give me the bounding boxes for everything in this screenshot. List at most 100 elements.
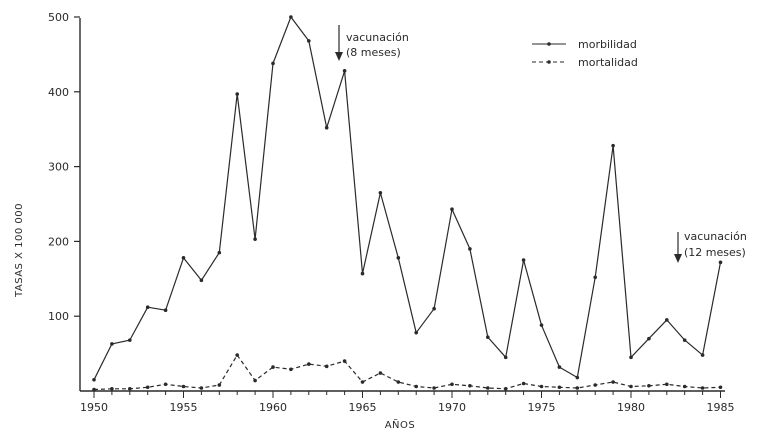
annotation-arrow-8-head — [335, 52, 343, 61]
point-morbilidad-1985 — [718, 260, 723, 265]
point-morbilidad-1956 — [199, 278, 204, 283]
point-mortalidad-1962 — [307, 362, 311, 366]
point-mortalidad-1957 — [217, 383, 222, 387]
point-mortalidad-1971 — [468, 383, 472, 388]
legend-marker-mortalidad — [547, 60, 551, 64]
point-morbilidad-1978 — [593, 275, 597, 280]
point-mortalidad-1958 — [235, 353, 239, 357]
series-line-morbilidad — [93, 16, 722, 381]
point-morbilidad-1967 — [396, 256, 401, 260]
point-morbilidad-1976 — [557, 365, 562, 369]
point-morbilidad-1954 — [163, 308, 168, 313]
point-morbilidad-1980 — [629, 355, 633, 360]
y-tick-label-200: 200 — [48, 235, 69, 248]
point-mortalidad-1978 — [593, 383, 597, 387]
point-mortalidad-1956 — [199, 386, 204, 390]
x-tick-label-1970: 1970 — [438, 401, 466, 414]
point-mortalidad-1968 — [414, 384, 419, 389]
x-tick-label-1980: 1980 — [617, 401, 645, 414]
x-tick-label-1955: 1955 — [170, 401, 198, 414]
point-mortalidad-1979 — [611, 380, 615, 384]
point-mortalidad-1952 — [128, 386, 132, 391]
legend-label-morbilidad: morbilidad — [578, 38, 637, 51]
point-mortalidad-1961 — [289, 367, 293, 372]
point-mortalidad-1959 — [253, 378, 257, 383]
point-morbilidad-1973 — [503, 355, 508, 360]
point-mortalidad-1983 — [682, 384, 687, 389]
point-mortalidad-1980 — [629, 384, 633, 389]
point-mortalidad-1977 — [575, 386, 580, 390]
point-morbilidad-1968 — [414, 330, 419, 335]
y-tick-label-400: 400 — [48, 86, 69, 99]
point-morbilidad-1962 — [307, 39, 311, 43]
point-mortalidad-1964 — [342, 359, 347, 363]
annotation-12-line2: (12 meses) — [684, 246, 746, 259]
point-morbilidad-1950 — [92, 377, 96, 382]
point-mortalidad-1953 — [145, 385, 150, 390]
point-morbilidad-1974 — [521, 258, 526, 262]
point-morbilidad-1958 — [235, 92, 239, 96]
annotation-8-line1: vacunación — [346, 31, 409, 44]
point-morbilidad-1963 — [324, 125, 329, 130]
point-morbilidad-1966 — [378, 190, 383, 195]
point-mortalidad-1976 — [557, 385, 562, 390]
point-morbilidad-1961 — [289, 15, 293, 19]
point-morbilidad-1960 — [271, 61, 275, 66]
point-morbilidad-1977 — [575, 375, 580, 380]
point-morbilidad-1975 — [539, 323, 544, 327]
series-layer — [92, 15, 723, 392]
series-line-mortalidad — [93, 354, 721, 391]
point-morbilidad-1965 — [360, 271, 365, 276]
point-mortalidad-1969 — [432, 386, 436, 390]
point-mortalidad-1955 — [181, 384, 186, 389]
x-ticks: 1950 1955 1960 1965 1970 1975 1980 1985 — [80, 391, 735, 414]
legend-item-mortalidad: mortalidad — [532, 56, 638, 69]
point-mortalidad-1981 — [647, 383, 651, 388]
point-mortalidad-1967 — [396, 380, 401, 384]
point-morbilidad-1957 — [217, 250, 222, 255]
point-morbilidad-1982 — [665, 318, 669, 322]
y-axis-label: TASAS X 100 000 — [14, 203, 25, 298]
point-mortalidad-1951 — [110, 386, 114, 391]
point-morbilidad-1972 — [486, 335, 490, 339]
point-mortalidad-1965 — [360, 380, 365, 384]
annotation-vaccination-8: vacunación (8 meses) — [335, 25, 409, 61]
point-morbilidad-1964 — [342, 69, 347, 73]
point-morbilidad-1969 — [432, 306, 436, 311]
legend-label-mortalidad: mortalidad — [578, 56, 638, 69]
point-mortalidad-1975 — [539, 384, 544, 389]
point-mortalidad-1982 — [665, 382, 669, 387]
annotation-8-line2: (8 meses) — [346, 46, 401, 59]
point-morbilidad-1971 — [468, 247, 472, 251]
x-tick-label-1975: 1975 — [528, 401, 556, 414]
point-mortalidad-1984 — [700, 386, 705, 390]
point-mortalidad-1954 — [163, 382, 168, 387]
point-mortalidad-1950 — [92, 387, 96, 392]
point-morbilidad-1951 — [110, 342, 114, 346]
point-mortalidad-1974 — [521, 381, 526, 386]
annotation-12-line1: vacunación — [684, 230, 747, 243]
plot-area: 100 200 300 400 500 1950 1955 1960 1965 1970 1975… — [48, 11, 735, 414]
annotation-vaccination-12: vacunación (12 meses) — [674, 230, 747, 263]
point-morbilidad-1981 — [647, 336, 651, 341]
point-morbilidad-1955 — [181, 256, 186, 260]
y-tick-label-100: 100 — [48, 310, 69, 323]
point-morbilidad-1984 — [700, 353, 705, 357]
point-morbilidad-1979 — [611, 143, 615, 148]
point-mortalidad-1960 — [271, 365, 275, 369]
y-tick-label-500: 500 — [48, 11, 69, 24]
x-tick-label-1965: 1965 — [349, 401, 377, 414]
point-morbilidad-1983 — [682, 338, 687, 342]
point-mortalidad-1963 — [324, 364, 329, 369]
point-morbilidad-1953 — [145, 305, 150, 310]
legend-marker-morbilidad — [547, 42, 551, 46]
x-axis-label: AÑOS — [385, 418, 416, 431]
point-morbilidad-1970 — [450, 207, 454, 212]
legend-item-morbilidad: morbilidad — [532, 38, 637, 51]
x-tick-label-1985: 1985 — [707, 401, 735, 414]
point-mortalidad-1985 — [718, 385, 723, 390]
point-morbilidad-1959 — [253, 237, 257, 241]
annotation-arrow-12-head — [674, 254, 682, 263]
y-ticks: 100 200 300 400 500 — [48, 11, 80, 323]
